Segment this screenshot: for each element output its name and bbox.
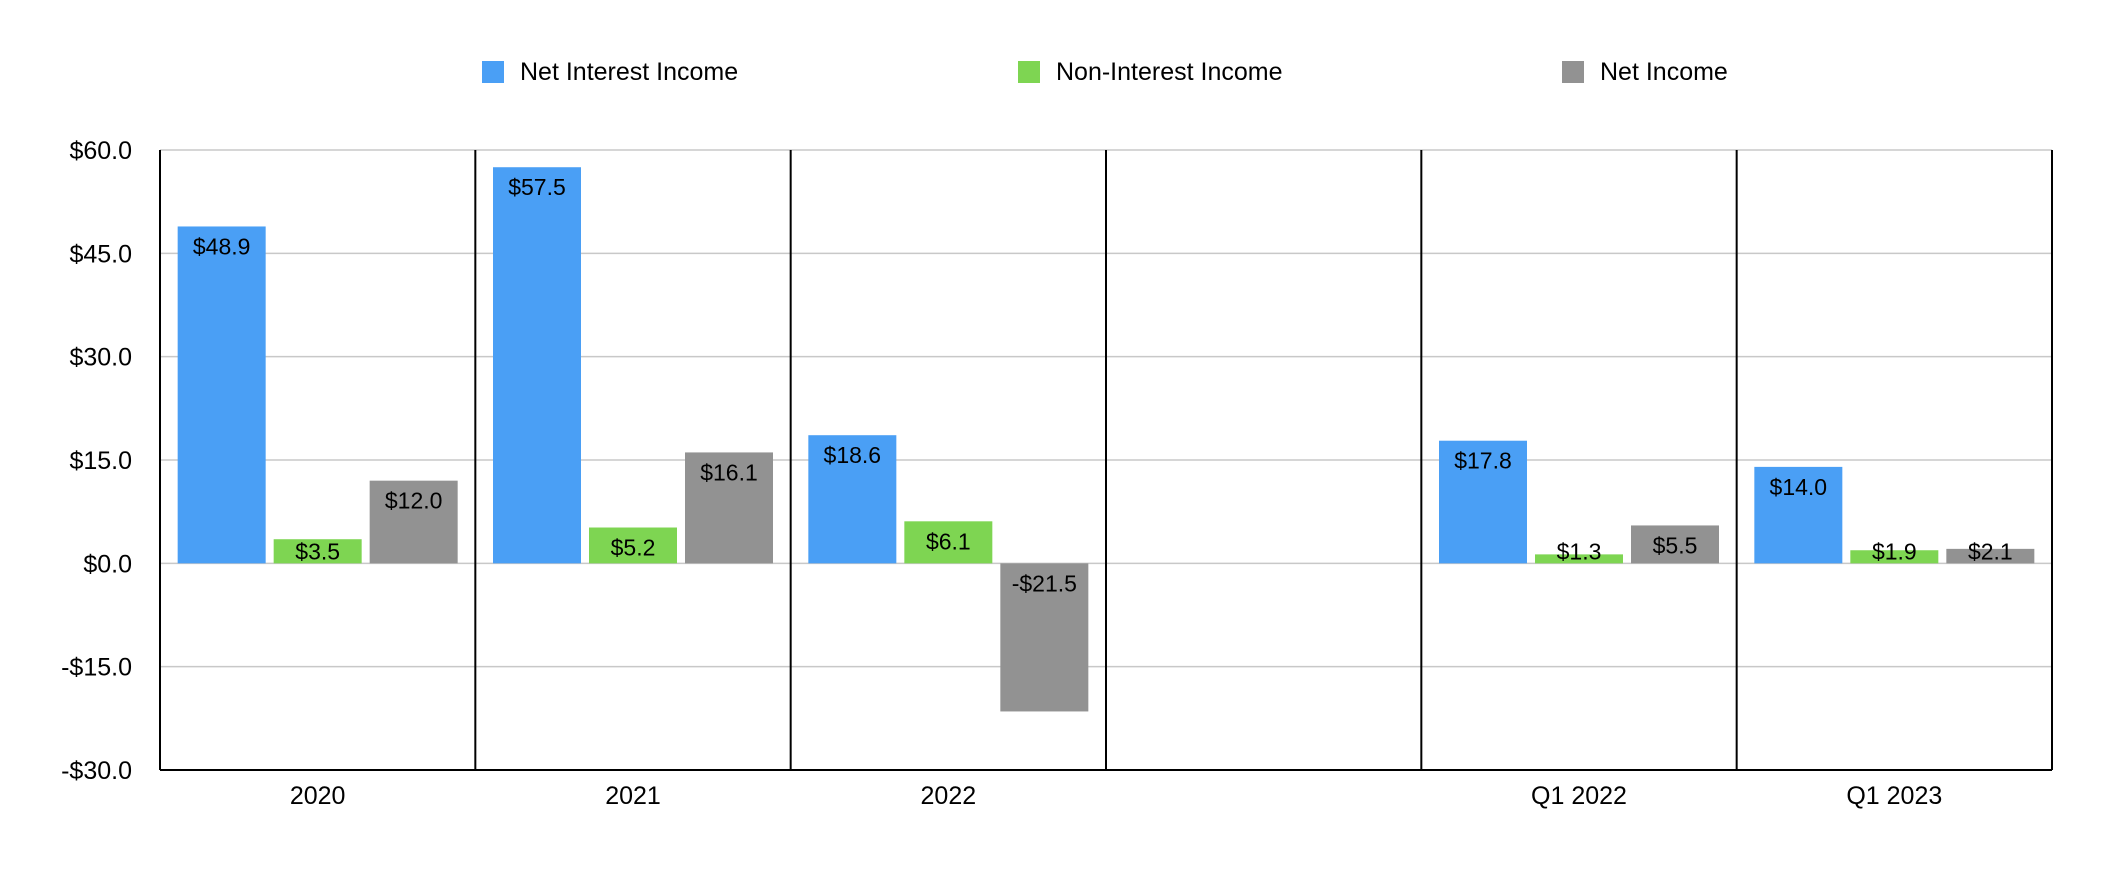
bar-0 bbox=[177, 226, 266, 564]
data-label: $5.2 bbox=[611, 535, 656, 561]
x-tick-label: 2020 bbox=[290, 782, 346, 810]
y-tick-label: $15.0 bbox=[69, 447, 132, 475]
x-tick-label: 2022 bbox=[921, 782, 977, 810]
data-label: $57.5 bbox=[508, 174, 566, 200]
bar-2 bbox=[685, 452, 773, 564]
bar-2 bbox=[1631, 525, 1719, 564]
bar-1 bbox=[1850, 550, 1939, 564]
y-tick-label: $0.0 bbox=[83, 550, 132, 578]
data-label: $12.0 bbox=[385, 488, 443, 514]
legend-label-0: Net Interest Income bbox=[520, 58, 738, 86]
y-tick-label: -$30.0 bbox=[61, 757, 132, 785]
bar-1 bbox=[904, 521, 993, 564]
bar-1 bbox=[273, 539, 362, 564]
bar-0 bbox=[1754, 466, 1843, 564]
y-tick-label: $45.0 bbox=[69, 240, 132, 268]
data-label: -$21.5 bbox=[1012, 570, 1077, 596]
bar-2 bbox=[369, 480, 458, 564]
data-label: $6.1 bbox=[926, 528, 971, 554]
legend-label-1: Non-Interest Income bbox=[1056, 58, 1283, 86]
legend-swatch-2 bbox=[1562, 61, 1584, 83]
data-label: $5.5 bbox=[1653, 532, 1698, 558]
legend-swatch-1 bbox=[1018, 61, 1040, 83]
bar-0 bbox=[808, 435, 897, 564]
data-label: $48.9 bbox=[193, 233, 251, 259]
bar-0 bbox=[493, 167, 581, 564]
data-label: $17.8 bbox=[1454, 448, 1512, 474]
bar-1 bbox=[1535, 554, 1623, 564]
legend-swatch-0 bbox=[482, 61, 504, 83]
bar-2 bbox=[1000, 563, 1089, 712]
x-tick-label: Q1 2023 bbox=[1846, 782, 1942, 810]
data-label: $18.6 bbox=[824, 442, 882, 468]
legend-label-2: Net Income bbox=[1600, 58, 1728, 86]
data-label: $1.9 bbox=[1872, 538, 1917, 564]
data-label: $3.5 bbox=[295, 538, 340, 564]
y-tick-label: -$15.0 bbox=[61, 654, 132, 682]
bar-1 bbox=[589, 527, 677, 564]
bar-0 bbox=[1439, 440, 1527, 564]
x-tick-label: 2021 bbox=[605, 782, 661, 810]
data-label: $1.3 bbox=[1557, 538, 1602, 564]
data-label: $14.0 bbox=[1770, 474, 1828, 500]
y-tick-label: $60.0 bbox=[69, 137, 132, 165]
data-label: $16.1 bbox=[700, 459, 758, 485]
y-tick-label: $30.0 bbox=[69, 344, 132, 372]
data-label: $2.1 bbox=[1968, 538, 2013, 564]
x-tick-label: Q1 2022 bbox=[1531, 782, 1627, 810]
bar-2 bbox=[1946, 548, 2035, 564]
